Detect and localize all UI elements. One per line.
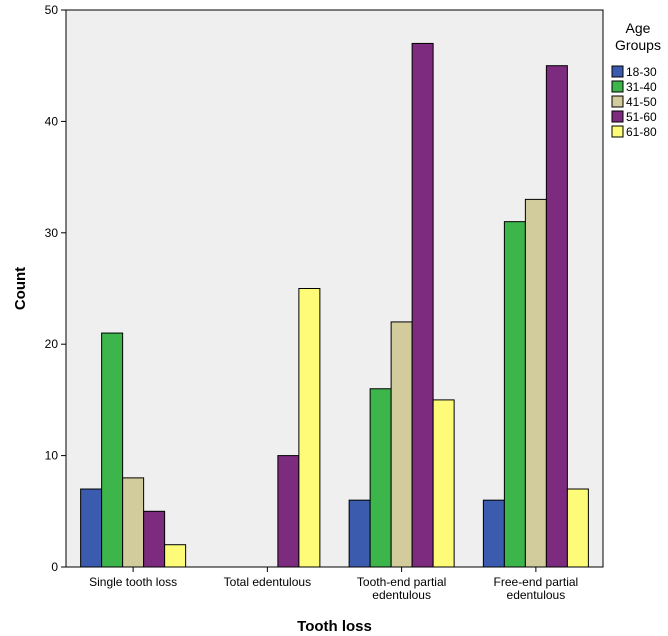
- legend-label-18-30: 18-30: [626, 65, 657, 79]
- x-tick-label: Single tooth loss: [89, 575, 177, 589]
- legend-label-31-40: 31-40: [626, 80, 657, 94]
- legend-label-41-50: 41-50: [626, 95, 657, 109]
- bar-51-60-3: [545, 65, 568, 568]
- legend-title: Groups: [615, 37, 661, 53]
- bar-18-30-0: [80, 488, 103, 568]
- bars-group: [80, 42, 589, 568]
- bar-18-30-3: [482, 499, 505, 568]
- legend-swatch-18-30: [611, 65, 624, 78]
- x-axis: Single tooth loss Total edentulous Tooth-e…: [89, 567, 578, 602]
- legend-title: Age: [626, 20, 651, 36]
- bar-41-50-3: [524, 198, 547, 568]
- y-tick-label: 40: [45, 114, 59, 128]
- legend-label-61-80: 61-80: [626, 125, 657, 139]
- bar-31-40-2: [369, 388, 392, 568]
- legend-swatch-61-80: [611, 125, 624, 138]
- y-axis-title: Count: [12, 267, 29, 310]
- bar-61-80-1: [298, 288, 321, 568]
- y-tick-label: 30: [45, 226, 59, 240]
- bar-61-80-0: [164, 544, 187, 568]
- bar-41-50-0: [122, 477, 145, 568]
- x-tick-label: Total edentulous: [224, 575, 311, 589]
- bar-61-80-2: [432, 399, 455, 568]
- bar-31-40-3: [503, 221, 526, 568]
- bar-18-30-2: [348, 499, 371, 568]
- legend-label-51-60: 51-60: [626, 110, 657, 124]
- bar-61-80-3: [566, 488, 589, 568]
- y-axis: 0 10 20 30 40 50: [45, 3, 66, 574]
- bar-51-60-1: [277, 455, 300, 568]
- y-tick-label: 20: [45, 337, 59, 351]
- x-tick-label: Tooth-end partial edentulous: [357, 575, 446, 602]
- legend-swatch-51-60: [611, 110, 624, 123]
- x-axis-title: Tooth loss: [297, 618, 372, 635]
- y-tick-label: 0: [51, 560, 58, 574]
- y-tick-label: 10: [45, 449, 59, 463]
- x-tick-label: Free-end partial edentulous: [494, 575, 579, 602]
- bar-51-60-0: [143, 510, 166, 568]
- bar-31-40-0: [101, 332, 124, 568]
- y-tick-label: 50: [45, 3, 59, 17]
- bar-51-60-2: [411, 42, 434, 568]
- legend-swatch-31-40: [611, 80, 624, 93]
- bar-41-50-2: [390, 321, 413, 568]
- legend-swatch-41-50: [611, 95, 624, 108]
